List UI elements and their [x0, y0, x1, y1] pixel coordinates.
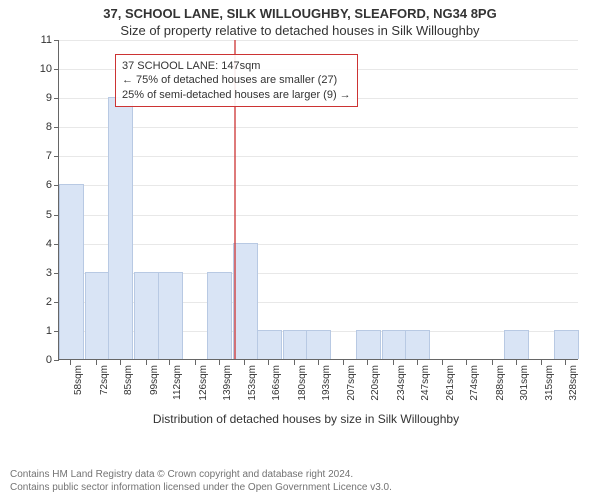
- ytick-label: 1: [28, 325, 52, 337]
- ytick-mark: [54, 69, 59, 70]
- xtick-label: 315sqm: [544, 365, 555, 415]
- plot-area: 37 SCHOOL LANE: 147sqm ← 75% of detached…: [58, 40, 578, 360]
- xtick-label: 180sqm: [297, 365, 308, 415]
- ytick-mark: [54, 40, 59, 41]
- ytick-label: 8: [28, 121, 52, 133]
- xtick-label: 139sqm: [222, 365, 233, 415]
- xtick-label: 207sqm: [346, 365, 357, 415]
- xtick-label: 301sqm: [519, 365, 530, 415]
- xtick-label: 99sqm: [149, 365, 160, 415]
- ytick-label: 11: [28, 34, 52, 46]
- xtick-mark: [146, 360, 147, 365]
- xtick-label: 126sqm: [198, 365, 209, 415]
- ytick-label: 10: [28, 63, 52, 75]
- xtick-mark: [219, 360, 220, 365]
- xtick-mark: [565, 360, 566, 365]
- ytick-mark: [54, 98, 59, 99]
- xtick-mark: [195, 360, 196, 365]
- histogram-bar: [85, 272, 110, 359]
- xtick-mark: [244, 360, 245, 365]
- xtick-label: 58sqm: [73, 365, 84, 415]
- xtick-label: 193sqm: [321, 365, 332, 415]
- ytick-mark: [54, 127, 59, 128]
- histogram-bar: [554, 330, 579, 359]
- xtick-label: 220sqm: [370, 365, 381, 415]
- xtick-mark: [466, 360, 467, 365]
- xtick-label: 112sqm: [172, 365, 183, 415]
- xtick-label: 72sqm: [99, 365, 110, 415]
- annotation-line1: 37 SCHOOL LANE: 147sqm: [122, 59, 351, 73]
- histogram-bar: [257, 330, 282, 359]
- xtick-mark: [343, 360, 344, 365]
- title-main: 37, SCHOOL LANE, SILK WILLOUGHBY, SLEAFO…: [0, 0, 600, 21]
- ytick-mark: [54, 360, 59, 361]
- title-sub: Size of property relative to detached ho…: [0, 21, 600, 38]
- ytick-label: 0: [28, 354, 52, 366]
- annotation-line3: 25% of semi-detached houses are larger (…: [122, 88, 351, 102]
- histogram-bar: [504, 330, 529, 359]
- xtick-mark: [96, 360, 97, 365]
- xtick-mark: [70, 360, 71, 365]
- ytick-mark: [54, 156, 59, 157]
- ytick-label: 9: [28, 92, 52, 104]
- ytick-label: 7: [28, 150, 52, 162]
- xtick-mark: [120, 360, 121, 365]
- xtick-label: 328sqm: [568, 365, 579, 415]
- histogram-bar: [405, 330, 430, 359]
- histogram-bar: [382, 330, 407, 359]
- xtick-mark: [516, 360, 517, 365]
- histogram-bar: [207, 272, 232, 359]
- annotation-box: 37 SCHOOL LANE: 147sqm ← 75% of detached…: [115, 54, 358, 107]
- histogram-bar: [356, 330, 381, 359]
- histogram-bar: [59, 184, 84, 359]
- histogram-bar: [283, 330, 308, 359]
- footer-attribution: Contains HM Land Registry data © Crown c…: [10, 469, 392, 494]
- xtick-mark: [541, 360, 542, 365]
- xtick-label: 288sqm: [495, 365, 506, 415]
- gridline: [59, 127, 578, 128]
- ytick-label: 6: [28, 179, 52, 191]
- xtick-mark: [417, 360, 418, 365]
- xtick-label: 153sqm: [247, 365, 258, 415]
- gridline: [59, 244, 578, 245]
- histogram-bar: [108, 97, 133, 359]
- xtick-mark: [393, 360, 394, 365]
- xtick-label: 166sqm: [271, 365, 282, 415]
- ytick-label: 2: [28, 296, 52, 308]
- xtick-mark: [492, 360, 493, 365]
- histogram-bar: [158, 272, 183, 359]
- ytick-label: 3: [28, 267, 52, 279]
- footer-line1: Contains HM Land Registry data © Crown c…: [10, 469, 392, 482]
- xtick-mark: [318, 360, 319, 365]
- xtick-mark: [442, 360, 443, 365]
- chart-container: Number of detached properties 37 SCHOOL …: [28, 40, 584, 420]
- gridline: [59, 215, 578, 216]
- xtick-label: 261sqm: [445, 365, 456, 415]
- xtick-label: 274sqm: [469, 365, 480, 415]
- xtick-mark: [268, 360, 269, 365]
- histogram-bar: [233, 243, 258, 359]
- xtick-label: 234sqm: [396, 365, 407, 415]
- ytick-label: 4: [28, 238, 52, 250]
- ytick-label: 5: [28, 209, 52, 221]
- histogram-bar: [306, 330, 331, 359]
- histogram-bar: [134, 272, 159, 359]
- xtick-mark: [367, 360, 368, 365]
- footer-line2: Contains public sector information licen…: [10, 482, 392, 495]
- gridline: [59, 185, 578, 186]
- annotation-line2: ← 75% of detached houses are smaller (27…: [122, 73, 351, 87]
- xtick-label: 247sqm: [420, 365, 431, 415]
- xtick-mark: [169, 360, 170, 365]
- xtick-mark: [294, 360, 295, 365]
- xtick-label: 85sqm: [123, 365, 134, 415]
- gridline: [59, 156, 578, 157]
- gridline: [59, 40, 578, 41]
